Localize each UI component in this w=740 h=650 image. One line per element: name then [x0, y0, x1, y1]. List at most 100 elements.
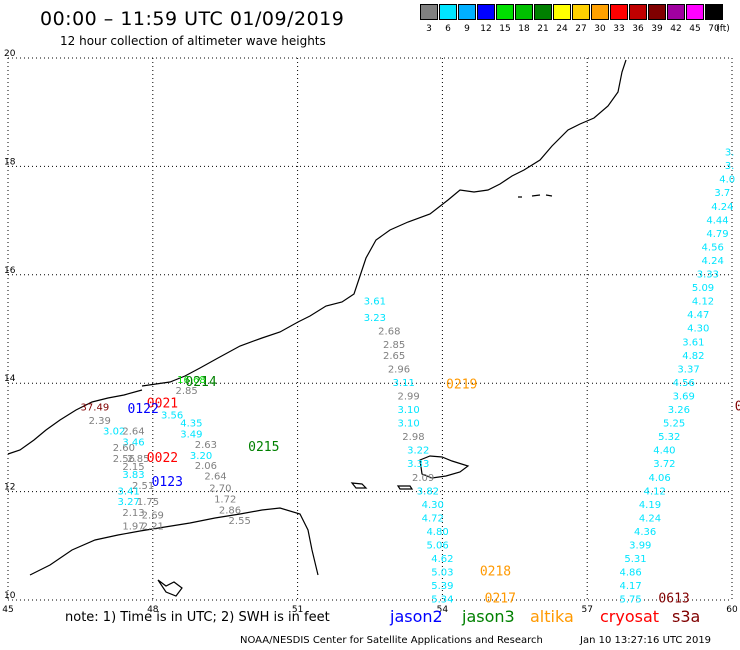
- wave-height-value: 3.22: [407, 446, 429, 457]
- lat-tick-label: 20: [4, 49, 16, 59]
- legend-label: 3: [426, 24, 432, 34]
- wave-height-value: 3.69: [673, 391, 695, 402]
- small-islet-a: [350, 482, 368, 489]
- wave-height-value: 4.82: [682, 351, 704, 362]
- legend-label: 42: [670, 24, 682, 34]
- wave-height-value: 3.27: [118, 497, 140, 508]
- small-islet-b: [518, 194, 553, 198]
- wave-height-value: 2.64: [122, 427, 144, 438]
- wave-height-value: 2.85: [127, 454, 149, 465]
- wave-height-value: 2.85: [175, 386, 197, 397]
- satellite-name-s3a: s3a: [672, 607, 701, 626]
- legend-swatch: [686, 4, 704, 20]
- legend-label: 21: [537, 24, 549, 34]
- wave-height-value: 4.24: [639, 513, 661, 524]
- wave-height-value: 5.31: [624, 554, 646, 565]
- wave-height-value: 4.35: [180, 419, 202, 430]
- legend-swatch: [591, 4, 609, 20]
- wave-height-value: 4.17: [620, 581, 642, 592]
- satellite-name-cryosat: cryosat: [600, 607, 660, 626]
- wave-height-value: 3.: [725, 161, 735, 172]
- wave-height-value: 3.72: [653, 459, 675, 470]
- pass-time-label: 0219: [446, 378, 477, 393]
- pass-time-label: 0613: [658, 592, 689, 607]
- socotra: [419, 455, 470, 479]
- lat-tick-label: 16: [4, 266, 16, 276]
- wave-height-value: 4.12: [692, 297, 714, 308]
- lon-tick-label: 60: [726, 605, 738, 615]
- legend-swatch: [439, 4, 457, 20]
- pass-time-label: 0122: [127, 402, 158, 417]
- wave-height-value: 4.30: [687, 324, 709, 335]
- pass-time-label: 0218: [480, 565, 511, 580]
- wave-height-value: 3.02: [103, 427, 125, 438]
- wave-height-value: 2.60: [113, 443, 135, 454]
- wave-height-value: 4.0: [719, 175, 735, 186]
- wave-height-value: 3.99: [629, 541, 651, 552]
- wave-height-value: 5.25: [663, 419, 685, 430]
- lat-tick-label: 14: [4, 374, 16, 384]
- wave-height-value: 3.20: [190, 451, 212, 462]
- wave-height-value: 3.33: [407, 459, 429, 470]
- wave-height-value: 2.51: [132, 481, 154, 492]
- wave-height-value: 2.63: [195, 440, 217, 451]
- wave-height-value: 2.13: [122, 508, 144, 519]
- legend-label: 45: [689, 24, 701, 34]
- wave-height-value: 4.24: [702, 256, 724, 267]
- wave-height-value: 2.99: [397, 391, 419, 402]
- wave-height-value: 16.68: [177, 375, 206, 386]
- legend-label: 18: [518, 24, 530, 34]
- wave-height-value: 3.82: [417, 486, 439, 497]
- wave-height-value: 2.86: [219, 505, 241, 516]
- legend-swatch: [572, 4, 590, 20]
- coastline: [7, 59, 627, 597]
- lon-tick-label: 54: [437, 605, 449, 615]
- wave-height-value: 5.32: [658, 432, 680, 443]
- wave-height-value: 3.56: [161, 410, 183, 421]
- legend-label: 12: [480, 24, 492, 34]
- wave-height-value: 4.72: [422, 513, 444, 524]
- legend-label: 9: [464, 24, 470, 34]
- lon-tick-label: 48: [147, 605, 159, 615]
- wave-height-value: 2.56: [113, 454, 135, 465]
- wave-height-value: 1.75: [137, 497, 159, 508]
- wave-height-value: 2.09: [412, 473, 434, 484]
- arabian-coast: [141, 59, 627, 387]
- wave-height-value: 5.39: [431, 581, 453, 592]
- wave-height-value: 3.11: [393, 378, 415, 389]
- map-title: 00:00 – 11:59 UTC 01/09/2019: [40, 8, 345, 30]
- wave-height-value: 3.7: [714, 188, 730, 199]
- legend-label: 36: [632, 24, 644, 34]
- legend-label: 70: [708, 24, 720, 34]
- wave-height-value: 5.09: [692, 283, 714, 294]
- wave-height-value: 4.80: [426, 527, 448, 538]
- wave-height-value: 4.47: [687, 310, 709, 321]
- pass-time-label: 0215: [248, 440, 279, 455]
- wave-height-value: 1.97: [122, 522, 144, 533]
- pass-time-label: 061: [735, 399, 740, 414]
- wave-height-value: 2.68: [378, 326, 400, 337]
- wave-height-value: 3.37: [677, 364, 699, 375]
- berbera-inlet: [157, 579, 183, 597]
- satellite-name-altika: altika: [530, 607, 574, 626]
- legend-swatch: [667, 4, 685, 20]
- lat-tick-label: 18: [4, 157, 16, 167]
- pass-time-label: 0214: [185, 375, 216, 390]
- wave-height-value: 4.56: [673, 378, 695, 389]
- wave-height-value: 1.72: [214, 494, 236, 505]
- legend-label: 33: [613, 24, 625, 34]
- legend-unit: (ft): [716, 24, 730, 34]
- wave-height-value: 2.85: [383, 340, 405, 351]
- wave-height-value: 2.70: [209, 484, 231, 495]
- wave-height-value: 3.33: [697, 270, 719, 281]
- wave-height-value: 3.83: [122, 470, 144, 481]
- wave-height-value: 4.86: [620, 568, 642, 579]
- legend-swatch: [515, 4, 533, 20]
- legend-label: 27: [575, 24, 587, 34]
- legend-label: 30: [594, 24, 606, 34]
- wave-height-value: 3.61: [682, 337, 704, 348]
- lat-tick-label: 10: [4, 591, 16, 601]
- legend-swatch: [553, 4, 571, 20]
- wave-height-value: 3.: [725, 148, 735, 159]
